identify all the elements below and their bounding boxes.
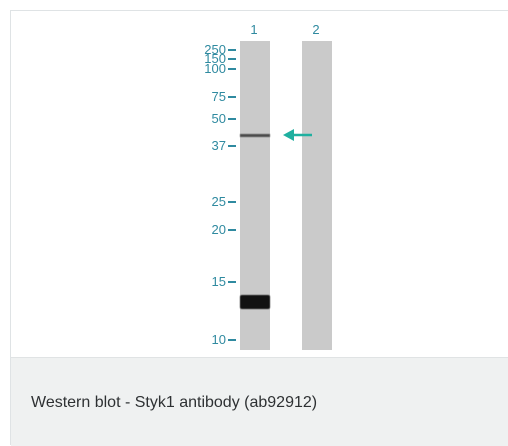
figure-card: 1 2 250 150 100 75 50 37 25 20 15 10 [10,10,508,446]
marker-tick [228,145,236,147]
lane-2 [302,41,332,350]
caption-bar: Western blot - Styk1 antibody (ab92912) [11,357,508,446]
marker-label: 15 [211,274,226,289]
marker-tick [228,96,236,98]
marker-label: 250 [204,42,226,57]
marker-tick [228,201,236,203]
marker-label: 37 [211,138,226,153]
band-low [240,295,270,309]
marker-tick [228,68,236,70]
left-arrow-icon [283,129,312,141]
western-blot-figure[interactable]: 1 2 250 150 100 75 50 37 25 20 15 10 [11,11,508,357]
marker-label: 20 [211,222,226,237]
marker-label: 25 [211,194,226,209]
marker-tick [228,58,236,60]
marker-tick [228,118,236,120]
marker-label: 10 [211,332,226,347]
marker-label: 100 [204,61,226,76]
figure-caption: Western blot - Styk1 antibody (ab92912) [31,394,318,411]
lane-number-1: 1 [250,22,258,37]
marker-label: 150 [204,51,226,66]
band-target [240,134,270,137]
marker-label: 75 [211,89,226,104]
lane-number-2: 2 [312,22,320,37]
marker-tick [228,281,236,283]
marker-tick [228,49,236,51]
lane-1 [240,41,270,350]
marker-tick [228,339,236,341]
marker-label: 50 [211,111,226,126]
marker-tick [228,229,236,231]
